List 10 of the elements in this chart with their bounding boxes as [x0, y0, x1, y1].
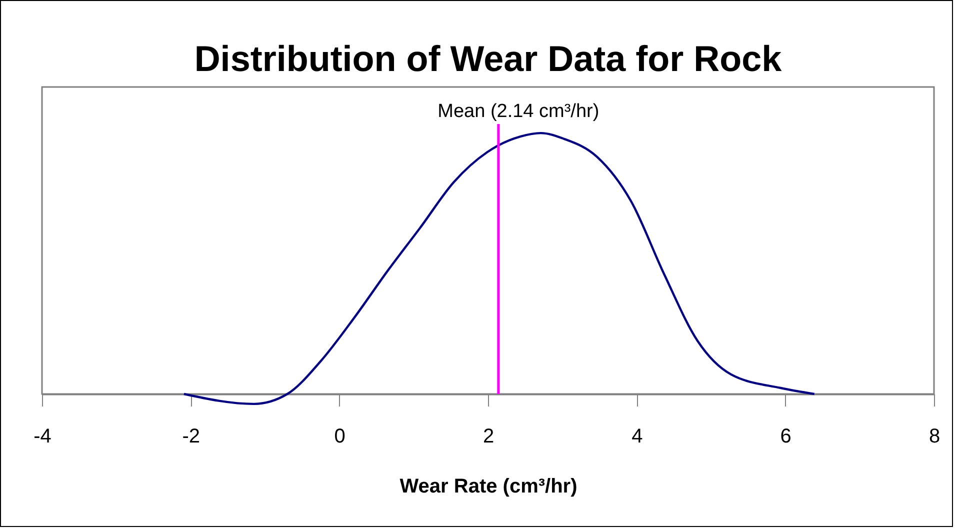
x-tick-label: -4 — [34, 426, 52, 448]
x-tick-label: 8 — [928, 426, 940, 448]
chart-title: Distribution of Wear Data for Rock — [194, 38, 783, 79]
x-tick-label: 6 — [780, 426, 792, 448]
x-axis-title: Wear Rate (cm³/hr) — [400, 476, 578, 498]
x-tick-label: 0 — [334, 426, 346, 448]
x-tick-label: 4 — [632, 426, 643, 448]
x-tick-label: 2 — [482, 426, 494, 448]
ref-line-label: Mean (2.14 cm³/hr) — [438, 101, 600, 122]
x-tick-label: -2 — [182, 426, 200, 448]
